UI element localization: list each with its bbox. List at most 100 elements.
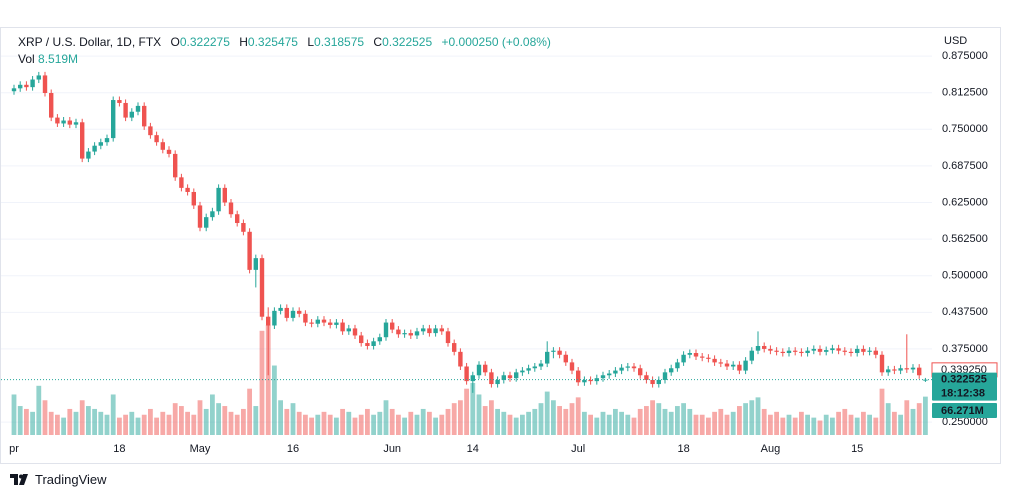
brand-logo — [10, 473, 28, 485]
volume-bar — [867, 414, 872, 435]
x-tick-label: 15 — [851, 443, 863, 455]
candle-body — [42, 75, 48, 94]
volume-bar — [805, 414, 810, 435]
candle-body — [799, 351, 804, 354]
volume-bar — [210, 394, 215, 435]
candle-body — [501, 375, 506, 380]
candle-body — [216, 187, 221, 212]
volume-bar — [222, 406, 228, 435]
y-tick-label: 0.687500 — [942, 160, 988, 172]
volume-bar — [414, 414, 420, 435]
candle-body — [749, 350, 754, 361]
candle-body — [222, 187, 227, 203]
candle-body — [18, 84, 23, 89]
y-tick-label: 0.375000 — [942, 343, 988, 355]
candle-body — [786, 350, 792, 354]
volume-bar — [916, 403, 922, 435]
candle-body — [588, 379, 593, 382]
ohlc-value: 0.318575 — [314, 35, 365, 49]
candle-body — [681, 354, 686, 363]
candle-body — [712, 358, 717, 363]
candle-body — [743, 360, 748, 371]
volume-bar — [79, 400, 85, 435]
volume-bar — [799, 411, 804, 435]
volume-bar — [606, 414, 612, 435]
volume-bar — [513, 417, 519, 435]
volume-bar — [396, 414, 401, 435]
candle-body — [414, 331, 420, 336]
volume-bar — [67, 408, 73, 435]
volume-bar — [17, 406, 23, 435]
y-tick-label: 0.250000 — [942, 416, 988, 428]
x-tick-label: 18 — [677, 443, 689, 455]
volume-bar — [823, 414, 829, 435]
volume-bar — [24, 408, 29, 435]
volume-bar — [662, 408, 668, 435]
volume-bar — [30, 411, 35, 435]
current-price-label: 0.322525 — [941, 374, 987, 386]
volume-bar — [278, 400, 283, 435]
candle-body — [563, 354, 568, 363]
volume-bar — [712, 411, 717, 435]
candle-body — [61, 120, 66, 124]
volume-bar — [284, 408, 290, 435]
candle-body — [458, 351, 463, 367]
volume-bar — [179, 406, 184, 435]
candle-body — [594, 378, 599, 382]
volume-bar — [141, 414, 147, 435]
volume-bar — [321, 411, 327, 435]
candle-body — [731, 364, 736, 367]
volume-bar — [296, 411, 302, 435]
volume-bar — [544, 391, 550, 435]
volume-bar — [520, 414, 525, 435]
candle-body — [191, 191, 196, 206]
volume-bar — [259, 330, 265, 435]
volume-bar — [743, 403, 748, 435]
y-tick-label: 0.562500 — [942, 233, 988, 245]
ohlc-value: 0.325475 — [247, 35, 298, 49]
candle-body — [86, 151, 91, 159]
x-tick-label: 16 — [287, 443, 299, 455]
candle-body — [886, 369, 891, 373]
volume-bar — [668, 411, 674, 435]
volume-bar — [203, 408, 209, 435]
volume-bar — [681, 403, 686, 435]
candle-body — [600, 375, 606, 379]
volume-bar — [904, 400, 910, 435]
candle-body — [644, 375, 649, 380]
volume-bar — [464, 388, 469, 435]
volume-bar — [507, 414, 513, 435]
y-tick-label: 0.875000 — [942, 50, 988, 62]
candle-body — [433, 328, 438, 334]
volume-bar — [613, 408, 618, 435]
volume-bar — [619, 411, 624, 435]
candle-body — [724, 363, 730, 367]
volume-bar — [538, 403, 544, 435]
candle-body — [650, 379, 655, 385]
volume-bar — [290, 403, 296, 435]
candle-body — [867, 350, 872, 352]
candle-body — [551, 350, 556, 352]
candle-body — [452, 343, 457, 352]
candle-body — [365, 343, 370, 346]
volume-bar — [433, 417, 438, 435]
y-tick-label: 0.625000 — [942, 196, 988, 208]
volume-bar — [247, 388, 252, 435]
candle-body — [619, 367, 624, 371]
candle-body — [377, 337, 382, 342]
volume-bar — [706, 417, 711, 435]
volume-bar — [86, 406, 91, 435]
candle-body — [483, 364, 488, 373]
volume-bar — [693, 414, 699, 435]
volume-bar — [389, 408, 395, 435]
volume-bar — [334, 417, 339, 435]
candle-body — [718, 362, 723, 364]
candle-body — [328, 322, 333, 325]
volume-bar — [61, 417, 66, 435]
volume-bar — [699, 414, 705, 435]
candle-body — [495, 379, 500, 385]
currency: USD — [944, 35, 967, 47]
candle-body — [204, 217, 209, 228]
